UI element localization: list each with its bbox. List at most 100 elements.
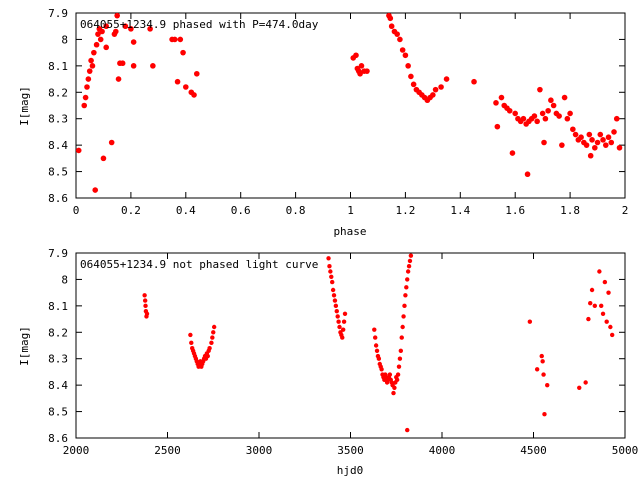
data-point-unphased [403,293,408,298]
data-point-phased [594,139,601,146]
data-point-phased [443,76,450,82]
data-point-unphased [540,359,545,364]
x-tick-label: 0.6 [231,204,251,217]
data-point-unphased [374,348,380,353]
data-point-phased [550,102,557,109]
data-point-unphased [372,327,377,332]
data-point-phased [583,142,590,148]
data-point-unphased [142,293,147,298]
data-point-phased [177,36,184,43]
data-point-unphased [399,335,404,340]
chart-title-phased: 064055+1234.9 phased with P=474.0day [80,18,319,31]
data-point-phased [191,92,197,98]
y-tick-label: 8.1 [48,300,68,313]
data-point-phased [103,23,109,30]
data-point-unphased [597,269,602,274]
plot-frame-unphased [75,252,626,439]
data-point-unphased [335,314,340,319]
data-point-phased [559,142,565,148]
data-point-phased [408,73,414,80]
data-point-unphased [539,353,544,359]
data-point-unphased [609,332,615,338]
data-point-phased [387,15,394,22]
y-tick-label: 8.1 [48,60,68,73]
data-point-phased [602,142,609,148]
data-point-phased [537,86,543,93]
data-point-unphased [331,293,337,298]
data-point-phased [92,187,99,193]
data-point-unphased [332,298,338,303]
data-point-unphased [379,367,384,372]
data-point-phased [438,84,444,90]
x-tick-label: 3000 [246,444,273,457]
data-point-unphased [589,287,595,293]
data-point-phased [353,52,359,59]
data-point-unphased [330,287,336,293]
data-point-phased [587,152,594,159]
data-point-phased [608,139,615,146]
data-point-unphased [545,382,550,388]
data-point-phased [410,81,417,88]
data-point-phased [95,31,101,37]
data-point-phased [119,60,126,67]
data-point-unphased [336,319,341,324]
data-point-phased [357,70,363,77]
data-point-unphased [405,427,410,433]
y-tick-label: 8.4 [48,139,68,152]
y-tick-label: 8.3 [48,113,68,126]
data-point-phased [394,31,400,37]
data-point-phased [85,76,92,82]
data-point-phased [91,49,97,56]
data-point-phased [81,102,88,109]
data-point-unphased [401,314,406,319]
data-point-unphased [144,311,150,316]
data-point-unphased [592,303,598,309]
data-point-phased [541,139,547,146]
x-tick-label: 4500 [520,444,547,457]
data-points-unphased [142,253,615,433]
x-tick-label: 1.6 [505,204,525,217]
data-point-unphased [541,372,546,377]
data-point-phased [494,123,501,130]
data-point-unphased [188,332,193,338]
data-point-unphased [527,319,533,324]
data-point-unphased [340,327,346,332]
data-point-phased [616,144,623,151]
data-point-phased [493,100,499,106]
data-point-unphased [392,385,397,390]
data-point-phased [113,28,119,35]
data-point-phased [611,129,617,135]
data-point-unphased [583,380,588,385]
data-point-unphased [342,311,348,316]
data-point-unphased [395,372,401,377]
data-points-phased [75,12,623,193]
data-point-phased [561,94,568,101]
data-point-unphased [373,335,378,340]
x-tick-label: 2 [622,204,629,217]
data-point-unphased [209,340,214,346]
y-axis-label-unphased: I[mag] [18,326,31,366]
data-point-phased [388,23,395,30]
data-point-unphased [542,412,547,417]
data-point-unphased [341,319,347,324]
data-point-unphased [534,367,540,372]
data-point-phased [572,131,579,138]
data-point-phased [108,139,115,146]
data-point-phased [597,131,604,138]
data-point-phased [506,107,513,114]
data-point-unphased [396,364,402,369]
data-point-phased [578,134,584,141]
data-point-phased [147,26,153,32]
data-point-phased [556,113,562,119]
data-point-phased [128,26,134,32]
data-point-unphased [330,279,335,285]
data-point-unphased [406,264,412,269]
data-point-phased [99,28,105,35]
data-point-unphased [588,301,593,306]
data-point-phased [564,115,571,122]
data-point-phased [402,52,409,59]
data-point-phased [432,86,439,93]
data-point-phased [509,150,516,156]
data-point-unphased [376,356,382,361]
